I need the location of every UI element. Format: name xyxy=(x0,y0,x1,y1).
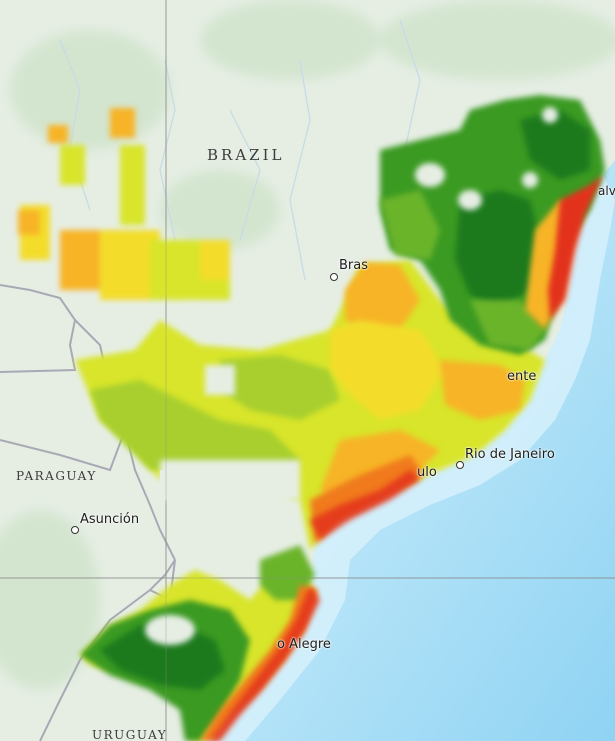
country-label-brazil: BRAZIL xyxy=(207,146,285,164)
city-dot-brasilia[interactable] xyxy=(330,273,338,281)
city-dot-rio-de-janeiro[interactable] xyxy=(456,461,464,469)
ocean xyxy=(205,160,615,741)
heatmap-overlay xyxy=(18,95,605,741)
city-label-asuncion[interactable]: Asunción xyxy=(80,512,140,527)
city-label-sao-paulo[interactable]: ulo xyxy=(417,465,437,480)
city-dot-asuncion[interactable] xyxy=(71,526,79,534)
city-label-brasilia[interactable]: Bras xyxy=(339,258,369,273)
city-label-salvador[interactable]: alv xyxy=(598,184,615,198)
city-label-rio-de-janeiro[interactable]: Rio de Janeiro xyxy=(465,447,555,462)
country-label-uruguay: URUGUAY xyxy=(92,728,168,741)
city-label-belo-horizonte[interactable]: ente xyxy=(507,369,537,384)
city-label-porto-alegre[interactable]: o Alegre xyxy=(277,637,331,652)
country-label-paraguay: PARAGUAY xyxy=(16,469,97,483)
